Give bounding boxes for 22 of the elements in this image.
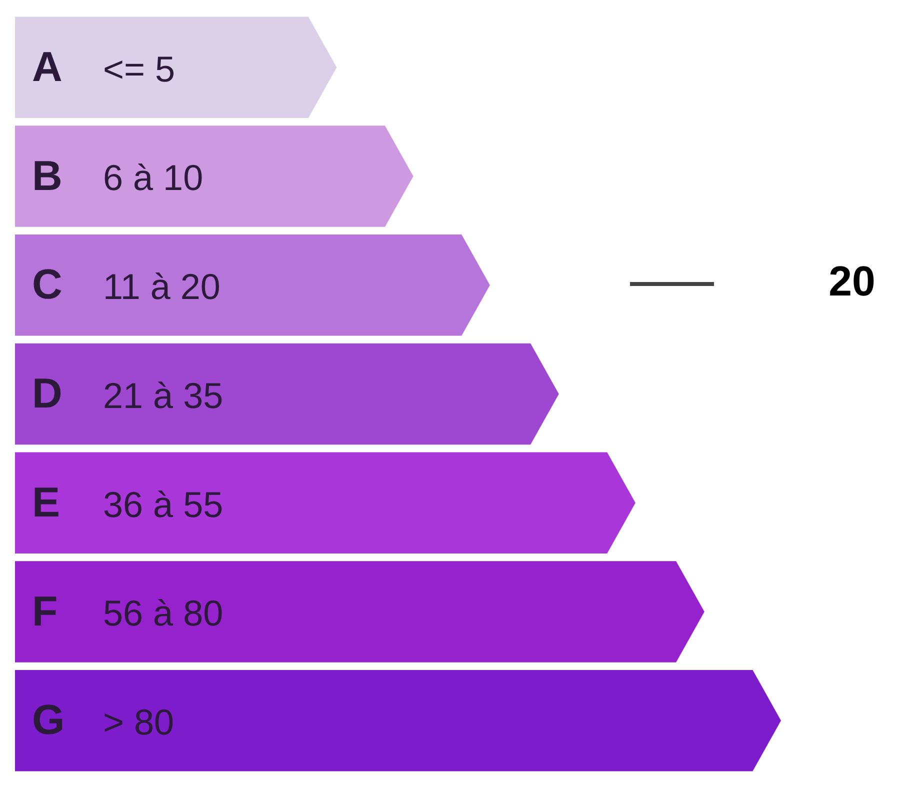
annotation: 6 à 10	[103, 157, 204, 198]
y-tick-label: G	[32, 696, 65, 744]
annotation: 56 à 80	[103, 592, 224, 634]
y-tick-label: B	[32, 152, 62, 199]
text: 20	[828, 258, 876, 305]
bar	[15, 343, 559, 445]
bar	[15, 16, 337, 118]
y-tick-label: F	[32, 587, 58, 634]
bar	[15, 234, 490, 336]
annotation: 36 à 55	[103, 484, 224, 525]
bar	[15, 452, 636, 554]
annotation: 21 à 35	[103, 374, 224, 416]
bar	[15, 561, 704, 662]
annotation: 11 à 20	[103, 266, 220, 308]
bar	[15, 670, 781, 772]
y-tick-label: C	[32, 260, 62, 308]
y-tick-label: D	[32, 370, 62, 417]
bar	[15, 126, 414, 227]
annotation: > 80	[103, 701, 174, 742]
annotation: <= 5	[103, 48, 176, 90]
y-tick-label: A	[32, 43, 62, 90]
y-tick-label: E	[32, 478, 60, 526]
